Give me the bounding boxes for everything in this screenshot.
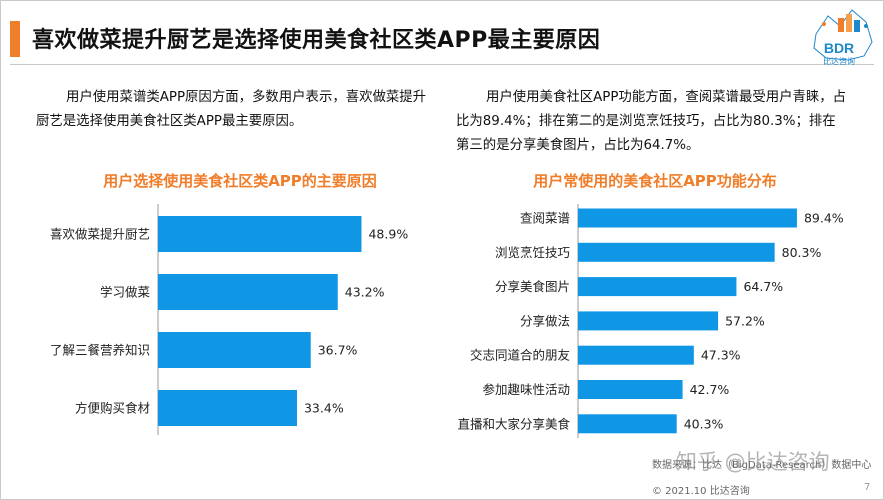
value-label: 33.4% xyxy=(304,401,344,416)
value-label: 47.3% xyxy=(701,348,741,363)
right-bar-chart: 查阅菜谱 89.4% 浏览烹饪技巧 80.3% 分享美食图片 64.7% 分享做法 57.2%… xyxy=(457,204,844,438)
value-label: 80.3% xyxy=(782,245,822,260)
left-paragraph: 用户使用菜谱类APP原因方面，多数用户表示，喜欢做菜提升厨艺是选择使用美食社区类… xyxy=(36,90,427,129)
bar xyxy=(578,345,694,365)
value-label: 43.2% xyxy=(345,285,385,300)
page-number: 7 xyxy=(864,482,871,493)
page-title: 喜欢做菜提升厨艺是选择使用美食社区类APP最主要原因 xyxy=(32,28,601,53)
category-label: 参加趣味性活动 xyxy=(482,382,570,397)
logo-text: BDR xyxy=(823,40,855,56)
category-label: 浏览烹饪技巧 xyxy=(495,245,570,260)
bar xyxy=(158,332,311,368)
bar xyxy=(578,242,775,262)
value-label: 42.7% xyxy=(690,382,730,397)
bar xyxy=(578,208,797,228)
left-bar-chart: 喜欢做菜提升厨艺 48.9% 学习做菜 43.2% 了解三餐营养知识 36.7% 方便购买食… xyxy=(50,204,408,435)
value-label: 36.7% xyxy=(318,343,358,358)
value-label: 48.9% xyxy=(368,227,408,242)
bar xyxy=(578,277,737,297)
category-label: 交志同道合的朋友 xyxy=(470,348,570,363)
category-label: 方便购买食材 xyxy=(75,401,150,416)
bar xyxy=(158,274,338,310)
category-label: 喜欢做菜提升厨艺 xyxy=(50,227,150,242)
logo-subtitle: 比达咨询 xyxy=(823,57,855,66)
right-paragraph: 用户使用美食社区APP功能方面，查阅菜谱最受用户青睐，占比为89.4%；排在第二… xyxy=(456,90,847,153)
left-chart-title: 用户选择使用美食社区类APP的主要原因 xyxy=(103,172,377,190)
watermark: 知乎 @比达咨询 xyxy=(676,450,830,474)
right-chart-title: 用户常使用的美食社区APP功能分布 xyxy=(533,172,777,190)
value-label: 89.4% xyxy=(804,211,844,226)
bar xyxy=(578,311,719,331)
bar xyxy=(158,216,362,252)
title-accent-bar xyxy=(10,21,20,57)
title-divider xyxy=(10,64,874,65)
value-label: 57.2% xyxy=(725,313,765,328)
category-label: 分享做法 xyxy=(520,313,570,328)
category-label: 分享美食图片 xyxy=(495,279,570,294)
value-label: 40.3% xyxy=(684,416,724,431)
bar xyxy=(158,390,297,426)
category-label: 了解三餐营养知识 xyxy=(50,343,150,358)
bdr-logo-icon xyxy=(813,9,873,61)
category-label: 直播和大家分享美食 xyxy=(457,416,570,431)
category-label: 学习做菜 xyxy=(100,285,151,300)
data-source: 数据来源：比达（BigData-Research）数据中心 xyxy=(652,460,872,471)
bar xyxy=(578,414,677,434)
copyright: © 2021.10 比达咨询 xyxy=(652,486,750,497)
value-label: 64.7% xyxy=(743,279,783,294)
bar xyxy=(578,380,683,399)
category-label: 查阅菜谱 xyxy=(520,211,570,226)
